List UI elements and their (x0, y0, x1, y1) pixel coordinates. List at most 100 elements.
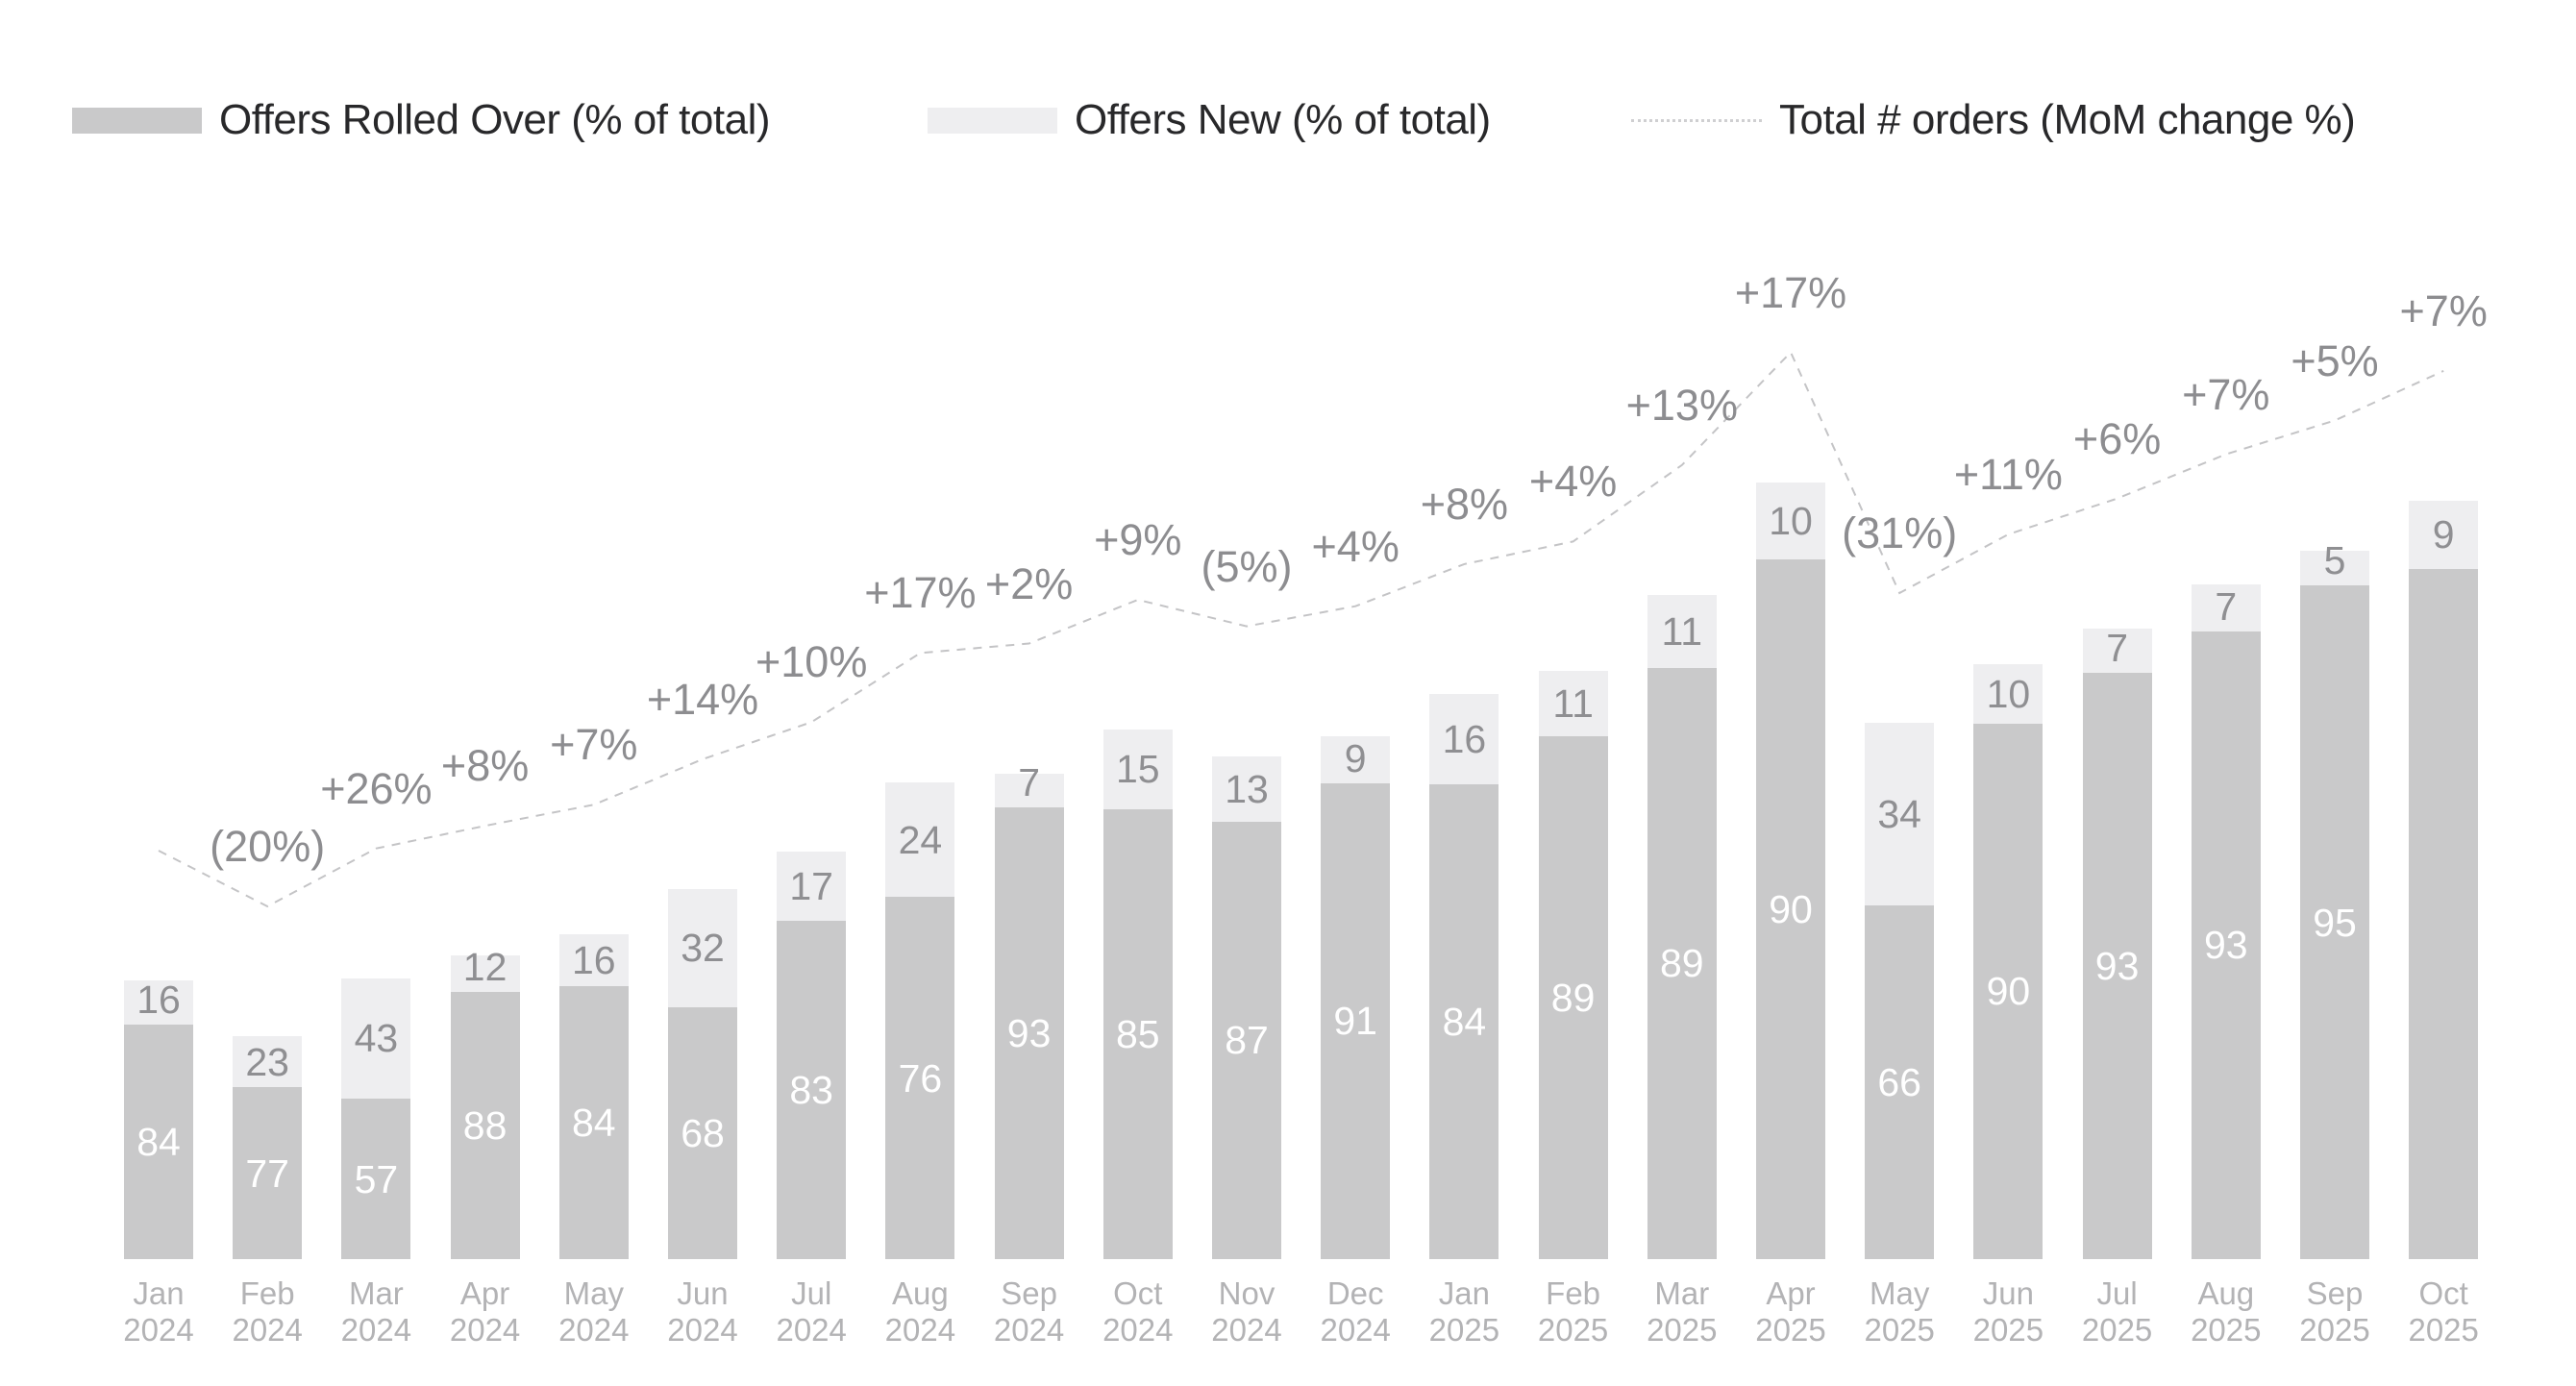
x-axis-label-year: 2024 (558, 1312, 630, 1348)
offers-new-segment (1647, 594, 1717, 668)
legend-item-offers-rolled-over: Offers Rolled Over (% of total) (72, 94, 771, 146)
x-axis-label-month: Jun (1982, 1275, 2034, 1311)
offers-new-segment (1865, 723, 1935, 905)
mom-change-label: +7% (550, 720, 638, 770)
offers-new-value-label: 24 (898, 817, 943, 862)
offers-rolled-over-segment (1212, 821, 1281, 1259)
rolled-over-value-label: 93 (1006, 1011, 1052, 1055)
legend-label-total-orders: Total # orders (MoM change %) (1779, 96, 2356, 143)
x-axis-label-year: 2025 (1864, 1312, 1935, 1348)
offers-new-segment (668, 888, 737, 1008)
mom-change-label: +26% (320, 763, 433, 813)
offers-new-value-label: 9 (1344, 735, 1367, 780)
x-axis-label: Oct 2024 (1061, 1275, 1215, 1349)
bar-column-oct-2024: 85 15 (1102, 730, 1173, 1259)
x-axis-label-month: Jul (2096, 1275, 2138, 1311)
x-axis-label-year: 2024 (340, 1312, 412, 1348)
x-axis-label-year: 2024 (1102, 1312, 1174, 1348)
x-axis-label-month: Mar (1654, 1275, 1710, 1311)
offers-new-value-label: 11 (1552, 681, 1594, 726)
offers-new-value-label: 10 (1986, 671, 2031, 716)
x-axis-label-year: 2025 (1428, 1312, 1500, 1348)
x-axis-label-year: 2024 (884, 1312, 956, 1348)
x-axis-label-month: May (563, 1275, 624, 1311)
offers-rolled-over-segment (1865, 904, 1935, 1259)
mom-change-label: +17% (1734, 267, 1847, 317)
x-axis-label-month: Jan (1438, 1275, 1490, 1311)
offers-new-value-label: 10 (1769, 498, 1813, 543)
offers-rolled-over-segment (1973, 723, 2043, 1259)
offers-new-value-label: 43 (354, 1016, 399, 1061)
rolled-over-value-label: 85 (1115, 1011, 1160, 1056)
offers-rolled-over-segment (777, 921, 847, 1259)
x-axis-label-month: Nov (1218, 1275, 1276, 1311)
bar-column-mar-2024: 57 43 (341, 978, 411, 1259)
x-axis-label-month: Oct (1113, 1275, 1163, 1311)
offers-new-segment (777, 852, 847, 922)
x-axis-label-year: 2024 (1320, 1312, 1391, 1348)
x-axis-label: Sep 2025 (2258, 1275, 2412, 1349)
offers-new-value-label: 16 (136, 978, 181, 1023)
x-axis-label: Jan 2025 (1387, 1275, 1541, 1349)
mom-change-label: +11% (1953, 449, 2063, 499)
x-axis-label: Aug 2024 (843, 1275, 997, 1349)
mom-change-label: +2% (984, 558, 1074, 608)
mom-change-label: +5% (2291, 335, 2379, 385)
x-axis-label-month: Dec (1326, 1275, 1384, 1311)
x-axis-label-month: Aug (892, 1275, 949, 1311)
x-axis-label-month: Jul (791, 1275, 832, 1311)
mom-change-label: +14% (646, 674, 759, 724)
x-axis-label-year: 2025 (1647, 1312, 1718, 1348)
offers-new-segment (1429, 693, 1499, 784)
x-axis-label: Mar 2025 (1605, 1275, 1759, 1349)
x-axis-label: Apr 2024 (409, 1275, 562, 1349)
mom-change-label: +13% (1625, 380, 1738, 430)
x-axis-label-year: 2025 (2408, 1312, 2479, 1348)
rolled-over-value-label: 89 (1550, 975, 1596, 1020)
x-axis-label-month: Feb (1546, 1275, 1601, 1311)
mom-change-label: (20%) (210, 822, 326, 871)
x-axis-label: Oct 2025 (2366, 1275, 2520, 1349)
offers-new-segment (1212, 755, 1281, 822)
x-axis-label: Jul 2025 (2041, 1275, 2194, 1349)
legend-item-total-orders: Total # orders (MoM change %) (1631, 94, 2356, 146)
bar-column-aug-2025: 93 7 (2191, 583, 2261, 1259)
offers-rolled-over-segment (885, 897, 955, 1259)
rolled-over-value-label: 89 (1659, 941, 1704, 986)
x-axis-label: May 2024 (517, 1275, 671, 1349)
mom-change-label: +7% (2182, 369, 2270, 419)
offers-new-value-label: 5 (2323, 538, 2346, 583)
rolled-over-value-label: 93 (2203, 923, 2248, 968)
rolled-over-value-label: 93 (2094, 943, 2140, 988)
offers-new-segment (1756, 482, 1825, 560)
offers-new-value-label: 7 (1018, 759, 1040, 804)
bar-column-feb-2024: 77 23 (233, 1036, 303, 1259)
offers-new-segment (2300, 550, 2369, 586)
offers-new-value-label: 34 (1877, 791, 1921, 836)
x-axis-label-year: 2025 (1537, 1312, 1609, 1348)
bar-column-feb-2025: 89 11 (1538, 671, 1608, 1259)
rolled-over-value-label: 87 (1225, 1018, 1269, 1063)
x-axis-label: Feb 2025 (1497, 1275, 1650, 1349)
offers-new-value-label: 12 (462, 945, 508, 990)
offers-new-segment (1102, 730, 1173, 809)
offers-rolled-over-segment (233, 1087, 303, 1259)
legend-label-offers-new: Offers New (% of total) (1075, 96, 1491, 143)
offers-new-value-label: 32 (681, 926, 725, 971)
rolled-over-value-label: 95 (2313, 900, 2357, 945)
offers-rolled-over-segment (994, 806, 1064, 1259)
rolled-over-value-label: 90 (1986, 969, 2031, 1014)
x-axis-label-month: Apr (1766, 1275, 1816, 1311)
offers-new-segment (2082, 628, 2152, 673)
x-axis-label-month: Apr (459, 1275, 510, 1311)
rolled-over-value-label: 77 (245, 1151, 289, 1196)
mom-change-label: (5%) (1201, 541, 1293, 591)
x-axis-label-month: Jan (133, 1275, 185, 1311)
offers-rolled-over-segment (124, 1025, 193, 1259)
x-axis-label: Sep 2024 (953, 1275, 1106, 1349)
offers-new-value-label: 11 (1661, 608, 1703, 654)
offers-new-segment (1321, 735, 1391, 783)
mom-change-label: +4% (1311, 521, 1399, 571)
